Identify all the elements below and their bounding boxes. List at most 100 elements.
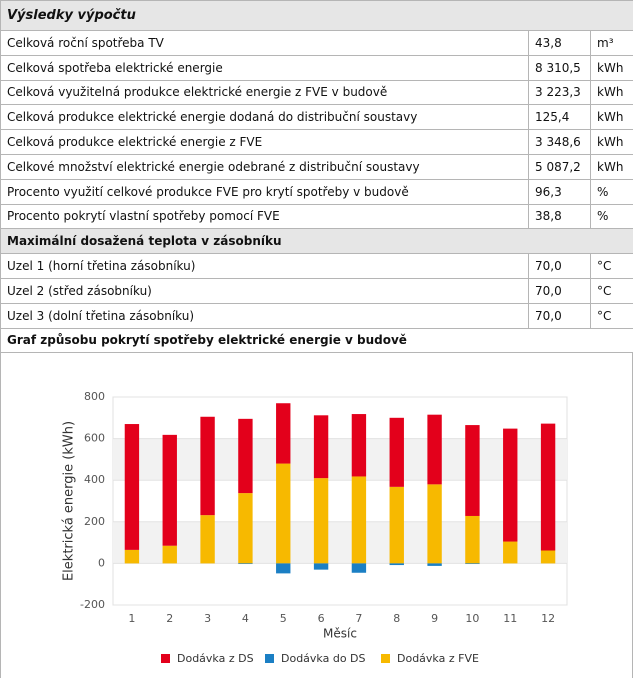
table-row: Procento pokrytí vlastní spotřeby pomocí… xyxy=(0,203,633,230)
bar xyxy=(389,418,404,488)
bar xyxy=(465,516,480,564)
table-cell: 3 223,3 xyxy=(528,79,591,106)
bar xyxy=(351,414,367,477)
bar xyxy=(162,435,177,547)
table-cell: 125,4 xyxy=(528,104,591,131)
bar xyxy=(200,417,215,516)
bar xyxy=(389,563,404,566)
y-tick-label: -200 xyxy=(80,598,105,611)
legend-label: Dodávka z FVE xyxy=(397,652,479,665)
x-axis-label: Měsíc xyxy=(323,627,357,641)
bar xyxy=(162,546,177,564)
table-cell: Celková produkce elektrické energie doda… xyxy=(0,104,529,131)
grid-band xyxy=(113,438,567,481)
table-cell: kWh xyxy=(589,54,633,81)
table-cell: Maximální dosažená teplota v zásobníku xyxy=(0,228,633,255)
table-cell: Výsledky výpočtu xyxy=(0,0,633,31)
table-cell: Graf způsobu pokrytí spotřeby elektrické… xyxy=(0,327,633,354)
table-cell: % xyxy=(589,178,633,205)
bar xyxy=(276,403,291,464)
table-row: Procento využití celkové produkce FVE pr… xyxy=(0,178,633,205)
table-cell: m³ xyxy=(589,30,633,56)
table-cell: Celková produkce elektrické energie z FV… xyxy=(0,129,529,155)
table-cell: 70,0 xyxy=(528,302,591,329)
bar xyxy=(238,419,253,494)
table-cell: kWh xyxy=(589,79,633,106)
grid-band xyxy=(113,522,567,564)
bar xyxy=(427,415,442,485)
legend-swatch xyxy=(265,654,274,664)
bar xyxy=(276,463,291,564)
table-row: Celková roční spotřeba TV 43,8 m³ xyxy=(0,30,633,56)
bar xyxy=(313,415,329,479)
x-tick-label: 9 xyxy=(431,612,438,625)
table-cell: Celkové množství elektrické energie odeb… xyxy=(0,153,529,180)
bar xyxy=(238,493,253,564)
x-tick-label: 7 xyxy=(355,612,362,625)
table-cell: Uzel 2 (střed zásobníku) xyxy=(0,277,529,304)
table-cell: 8 310,5 xyxy=(528,54,591,81)
table-row: Uzel 1 (horní třetina zásobníku) 70,0 °C xyxy=(0,253,633,279)
table-cell: kWh xyxy=(589,104,633,131)
table-row: Maximální dosažená teplota v zásobníku xyxy=(0,228,633,255)
table-row: Graf způsobu pokrytí spotřeby elektrické… xyxy=(0,327,633,354)
table-row: Uzel 3 (dolní třetina zásobníku) 70,0 °C xyxy=(0,302,633,329)
bar xyxy=(540,423,556,551)
x-tick-label: 8 xyxy=(393,612,400,625)
table-cell: Uzel 1 (horní třetina zásobníku) xyxy=(0,253,529,279)
legend-label: Dodávka do DS xyxy=(281,652,366,665)
table-cell: kWh xyxy=(589,153,633,180)
table-cell: Celková využitelná produkce elektrické e… xyxy=(0,79,529,106)
bar xyxy=(200,515,215,564)
bar xyxy=(351,476,367,564)
x-tick-label: 12 xyxy=(541,612,555,625)
x-tick-label: 11 xyxy=(503,612,517,625)
table-cell: Procento pokrytí vlastní spotřeby pomocí… xyxy=(0,203,529,230)
y-tick-label: 600 xyxy=(84,432,105,445)
table-cell: 38,8 xyxy=(528,203,591,230)
table-row: Uzel 2 (střed zásobníku) 70,0 °C xyxy=(0,277,633,304)
x-tick-label: 4 xyxy=(242,612,249,625)
y-axis-label: Elektrická energie (kWh) xyxy=(62,421,77,581)
bar xyxy=(238,563,253,565)
table-row: Celková využitelná produkce elektrické e… xyxy=(0,79,633,106)
bar xyxy=(465,425,480,517)
bar xyxy=(276,563,291,574)
bar xyxy=(351,563,367,574)
table-row: Celkové množství elektrické energie odeb… xyxy=(0,153,633,180)
table-cell: °C xyxy=(589,277,633,304)
x-tick-label: 1 xyxy=(128,612,135,625)
table-row: Výsledky výpočtu xyxy=(0,0,633,31)
bar xyxy=(427,563,442,567)
bar xyxy=(427,484,442,564)
x-tick-label: 3 xyxy=(204,612,211,625)
y-tick-label: 800 xyxy=(84,390,105,403)
table-cell: Procento využití celkové produkce FVE pr… xyxy=(0,178,529,205)
bar xyxy=(124,550,140,564)
plot-area xyxy=(112,396,568,606)
table-cell: 3 348,6 xyxy=(528,129,591,155)
bar xyxy=(503,541,518,564)
table-cell: 5 087,2 xyxy=(528,153,591,180)
table-cell: 70,0 xyxy=(528,253,591,279)
table-row: Celková spotřeba elektrické energie 8 310… xyxy=(0,54,633,81)
results-table: Výsledky výpočtu Celková roční spotřeba T… xyxy=(0,0,633,354)
bar xyxy=(313,478,329,564)
bar xyxy=(313,563,329,570)
y-tick-label: 200 xyxy=(84,515,105,528)
table-cell: Uzel 3 (dolní třetina zásobníku) xyxy=(0,302,529,329)
table-cell: °C xyxy=(589,253,633,279)
table-cell: kWh xyxy=(589,129,633,155)
bar xyxy=(465,563,480,565)
table-cell: Celková spotřeba elektrické energie xyxy=(0,54,529,81)
legend-label: Dodávka z DS xyxy=(177,652,254,665)
bar xyxy=(124,424,140,551)
x-tick-label: 10 xyxy=(465,612,479,625)
legend-swatch xyxy=(381,654,390,664)
table-cell: °C xyxy=(589,302,633,329)
table-cell: 96,3 xyxy=(528,178,591,205)
bar xyxy=(503,428,518,542)
legend-swatch xyxy=(161,654,170,664)
bar xyxy=(540,550,556,564)
